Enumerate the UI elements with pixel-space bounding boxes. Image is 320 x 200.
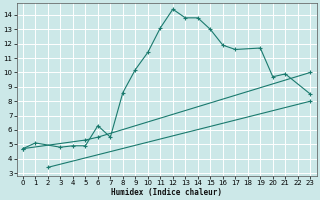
X-axis label: Humidex (Indice chaleur): Humidex (Indice chaleur) <box>111 188 222 197</box>
